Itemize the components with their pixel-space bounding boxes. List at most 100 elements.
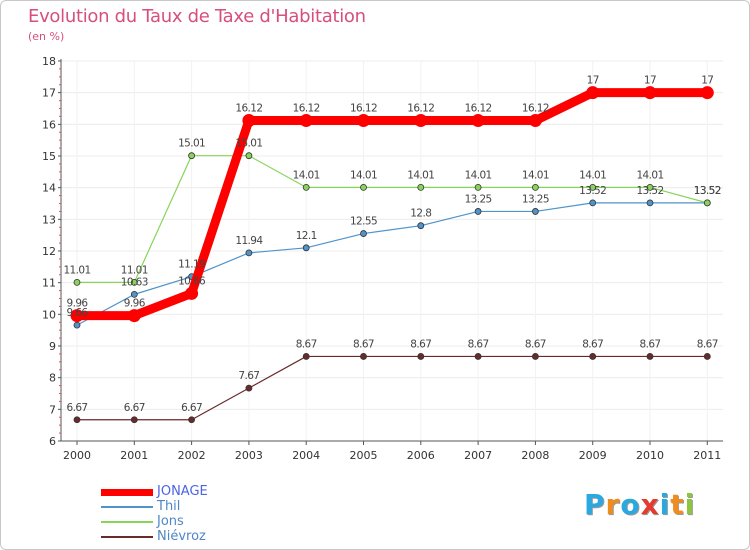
data-point[interactable] <box>245 249 253 257</box>
data-label: 11.94 <box>235 235 263 247</box>
y-tick-label: 6 <box>49 435 56 448</box>
legend-swatch <box>101 506 153 508</box>
x-tick-label: 2003 <box>235 449 263 462</box>
data-point[interactable] <box>646 199 654 207</box>
legend-swatch <box>101 536 153 538</box>
data-point[interactable] <box>700 86 714 100</box>
data-point[interactable] <box>130 278 138 286</box>
series-niévroz <box>73 353 711 424</box>
data-label: 16.12 <box>293 103 320 115</box>
y-tick-label: 17 <box>42 87 56 100</box>
series-jons <box>73 152 711 286</box>
data-label: 8.67 <box>525 338 546 350</box>
data-point[interactable] <box>532 208 539 215</box>
data-label: 8.67 <box>697 338 718 350</box>
legend-label: JONAGE <box>157 484 208 499</box>
data-point[interactable] <box>417 222 425 230</box>
data-point[interactable] <box>589 353 597 360</box>
data-point[interactable] <box>302 244 310 252</box>
data-label: 8.67 <box>582 338 603 350</box>
data-point[interactable] <box>532 183 539 191</box>
data-label: 8.67 <box>296 338 317 350</box>
data-label: 6.67 <box>124 402 145 414</box>
logo-letter: x <box>640 488 660 521</box>
data-point[interactable] <box>127 309 141 323</box>
data-point[interactable] <box>302 183 310 191</box>
data-point[interactable] <box>73 321 81 329</box>
proxiti-logo: Proxiti <box>584 488 695 521</box>
data-point[interactable] <box>245 152 253 160</box>
chart-subtitle: (en %) <box>28 30 65 43</box>
x-tick-label: 2010 <box>636 449 664 462</box>
data-point[interactable] <box>646 353 654 360</box>
data-point[interactable] <box>73 416 81 424</box>
x-tick-label: 2007 <box>464 449 492 462</box>
logo-letter: i <box>684 488 696 521</box>
data-point[interactable] <box>586 86 600 100</box>
data-point[interactable] <box>528 114 542 128</box>
data-label: 10.63 <box>121 276 148 288</box>
legend: JONAGE Thil Jons Niévroz <box>101 484 321 545</box>
data-point[interactable] <box>474 353 482 360</box>
data-label: 8.67 <box>640 338 661 350</box>
data-point[interactable] <box>417 183 425 191</box>
legend-item-jonage: JONAGE <box>101 484 321 500</box>
data-label: 11.19 <box>178 259 205 271</box>
x-tick-label: 2006 <box>407 449 435 462</box>
data-label: 16.12 <box>350 103 377 115</box>
data-label: 15.01 <box>178 138 205 150</box>
logo-letter: r <box>605 488 621 521</box>
data-label: 14.01 <box>636 169 663 181</box>
legend-item-niévroz: Niévroz <box>101 529 321 545</box>
data-point[interactable] <box>130 416 138 424</box>
data-point[interactable] <box>417 353 425 360</box>
chart-title: Evolution du Taux de Taxe d'Habitation <box>28 6 366 27</box>
data-label: 17 <box>701 75 713 87</box>
data-point[interactable] <box>188 416 196 424</box>
y-tick-label: 11 <box>42 277 56 290</box>
data-point[interactable] <box>245 384 253 392</box>
data-label: 9.66 <box>67 307 89 319</box>
data-point[interactable] <box>646 183 654 191</box>
y-tick-label: 8 <box>49 372 56 385</box>
legend-label: Jons <box>157 514 184 529</box>
data-point[interactable] <box>188 152 196 160</box>
data-point[interactable] <box>185 286 199 300</box>
data-point[interactable] <box>703 199 711 207</box>
legend-item-jons: Jons <box>101 514 321 530</box>
data-point[interactable] <box>357 114 370 128</box>
data-point[interactable] <box>532 353 539 360</box>
labels-niévroz: 6.67 6.67 6.67 7.67 8.67 8.67 8.67 8.67 8.67 8.67… <box>67 338 719 414</box>
data-point[interactable] <box>360 353 367 360</box>
data-point[interactable] <box>360 230 367 237</box>
logo-letter: o <box>620 488 641 521</box>
data-point[interactable] <box>73 278 81 286</box>
data-point[interactable] <box>302 353 310 360</box>
data-point[interactable] <box>643 86 657 100</box>
legend-swatch <box>101 521 153 523</box>
data-point[interactable] <box>70 309 84 323</box>
data-label: 14.01 <box>407 169 434 181</box>
data-point[interactable] <box>130 290 138 298</box>
data-point[interactable] <box>471 114 485 128</box>
x-tick-label: 2001 <box>120 449 148 462</box>
y-tick-label: 16 <box>42 118 56 131</box>
data-point[interactable] <box>589 199 597 207</box>
data-point[interactable] <box>360 183 367 191</box>
data-point[interactable] <box>703 353 711 360</box>
y-tick-label: 12 <box>42 245 56 258</box>
data-point[interactable] <box>414 114 428 128</box>
data-label: 14.01 <box>522 169 549 181</box>
labels-jons: 11.01 11.01 15.01 15.01 14.01 14.01 14.01 14.01… <box>63 138 721 277</box>
data-point[interactable] <box>589 183 597 191</box>
y-tick-label: 9 <box>49 340 56 353</box>
data-label: 16.12 <box>407 103 434 115</box>
x-tick-label: 2000 <box>63 449 91 462</box>
data-point[interactable] <box>474 183 482 191</box>
data-point[interactable] <box>299 114 313 128</box>
data-label: 14.01 <box>350 169 377 181</box>
data-point[interactable] <box>474 208 482 215</box>
data-label: 12.8 <box>410 208 431 220</box>
data-point[interactable] <box>242 114 256 128</box>
legend-label: Thil <box>157 499 181 514</box>
